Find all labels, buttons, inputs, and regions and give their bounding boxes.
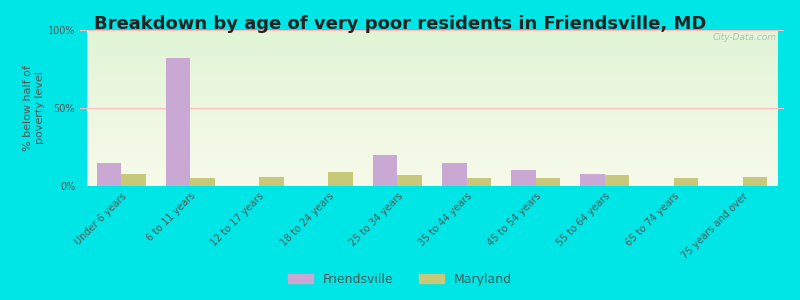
Bar bbox=[442, 163, 466, 186]
Bar bbox=[122, 173, 146, 186]
Bar bbox=[511, 170, 535, 186]
Y-axis label: % below half of
poverty level: % below half of poverty level bbox=[23, 65, 45, 151]
Bar bbox=[190, 178, 214, 186]
Bar bbox=[166, 58, 190, 186]
Bar bbox=[329, 172, 353, 186]
Text: Breakdown by age of very poor residents in Friendsville, MD: Breakdown by age of very poor residents … bbox=[94, 15, 706, 33]
Bar bbox=[674, 178, 698, 186]
Text: City-Data.com: City-Data.com bbox=[713, 33, 777, 42]
Legend: Friendsville, Maryland: Friendsville, Maryland bbox=[283, 268, 517, 291]
Bar bbox=[374, 155, 398, 186]
Bar bbox=[605, 175, 629, 186]
Bar bbox=[466, 178, 490, 186]
Bar bbox=[580, 173, 605, 186]
Bar bbox=[98, 163, 122, 186]
Bar bbox=[398, 175, 422, 186]
Bar bbox=[535, 178, 560, 186]
Bar bbox=[742, 177, 766, 186]
Bar bbox=[259, 177, 284, 186]
